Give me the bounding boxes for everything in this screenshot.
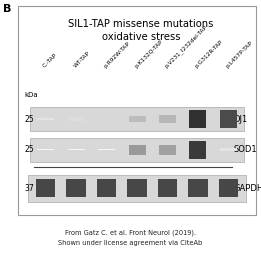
Bar bbox=[68, 117, 85, 121]
Bar bbox=[98, 149, 115, 150]
Text: WT-TAP: WT-TAP bbox=[73, 51, 91, 69]
Bar bbox=[188, 179, 208, 197]
Bar bbox=[36, 179, 55, 197]
Text: kDa: kDa bbox=[25, 92, 38, 98]
Bar bbox=[220, 110, 237, 128]
Bar bbox=[28, 175, 246, 201]
Bar bbox=[128, 145, 145, 155]
Bar bbox=[98, 117, 115, 121]
Bar bbox=[127, 179, 147, 197]
Text: oxidative stress: oxidative stress bbox=[102, 32, 180, 42]
Text: Shown under license agreement via CiteAb: Shown under license agreement via CiteAb bbox=[58, 240, 203, 246]
Text: 25: 25 bbox=[25, 114, 34, 124]
Bar bbox=[30, 107, 244, 131]
Bar bbox=[68, 149, 85, 150]
Bar bbox=[18, 6, 256, 215]
Text: p.V231_I232del-TAP: p.V231_I232del-TAP bbox=[163, 24, 209, 69]
Text: DJ1: DJ1 bbox=[234, 114, 248, 124]
Bar bbox=[37, 149, 54, 150]
Text: C.-TAP: C.-TAP bbox=[42, 53, 58, 69]
Bar bbox=[158, 179, 177, 197]
Text: 37: 37 bbox=[25, 184, 34, 193]
Bar bbox=[37, 118, 54, 120]
Bar bbox=[97, 179, 116, 197]
Bar bbox=[66, 179, 86, 197]
Text: B: B bbox=[3, 4, 11, 14]
Text: SIL1-TAP missense mutations: SIL1-TAP missense mutations bbox=[68, 19, 213, 29]
Bar bbox=[159, 115, 176, 123]
Bar bbox=[219, 179, 238, 197]
Bar bbox=[220, 148, 237, 151]
Text: GAPDH: GAPDH bbox=[234, 184, 261, 193]
Bar bbox=[159, 145, 176, 155]
Text: 25: 25 bbox=[25, 145, 34, 154]
Bar bbox=[30, 138, 244, 162]
Text: SOD1: SOD1 bbox=[234, 145, 257, 154]
Text: p.L457P-TAP: p.L457P-TAP bbox=[225, 40, 254, 69]
Text: p.G312R-TAP: p.G312R-TAP bbox=[194, 39, 224, 69]
Text: From Gatz C. et al. Front Neurol (2019).: From Gatz C. et al. Front Neurol (2019). bbox=[65, 229, 196, 236]
Bar bbox=[189, 110, 206, 128]
Bar bbox=[189, 141, 206, 158]
Bar bbox=[128, 116, 145, 122]
Text: p.K132Q-TAP: p.K132Q-TAP bbox=[133, 39, 164, 69]
Text: p.R92W-TAP: p.R92W-TAP bbox=[103, 41, 131, 69]
